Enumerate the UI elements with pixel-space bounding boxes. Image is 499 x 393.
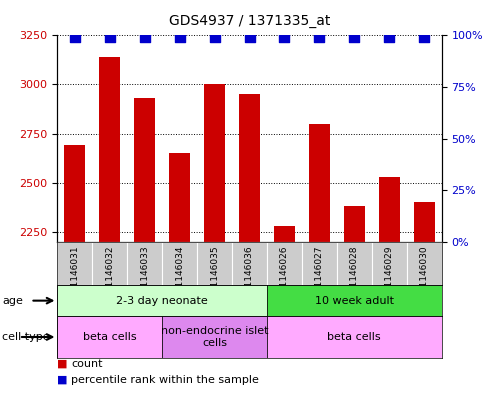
Bar — [309, 124, 330, 393]
Text: 10 week adult: 10 week adult — [315, 296, 394, 306]
Text: beta cells: beta cells — [83, 332, 137, 342]
Text: GSM1146036: GSM1146036 — [245, 245, 254, 306]
Text: GSM1146035: GSM1146035 — [210, 245, 219, 306]
Text: GSM1146032: GSM1146032 — [105, 245, 114, 306]
Bar — [414, 202, 435, 393]
Bar — [267, 285, 442, 316]
Bar — [162, 316, 267, 358]
Point — [106, 34, 114, 40]
Text: count: count — [71, 358, 103, 369]
Bar — [302, 242, 337, 285]
Bar — [57, 316, 162, 358]
Bar — [99, 57, 120, 393]
Point — [141, 34, 149, 40]
Text: GSM1146029: GSM1146029 — [385, 245, 394, 306]
Bar — [239, 94, 260, 393]
Bar — [267, 242, 302, 285]
Text: GSM1146026: GSM1146026 — [280, 245, 289, 306]
Bar — [127, 242, 162, 285]
Bar — [162, 242, 197, 285]
Text: GSM1146027: GSM1146027 — [315, 245, 324, 306]
Text: GDS4937 / 1371335_at: GDS4937 / 1371335_at — [169, 14, 330, 28]
Text: GSM1146028: GSM1146028 — [350, 245, 359, 306]
Text: ■: ■ — [57, 358, 68, 369]
Bar — [57, 285, 267, 316]
Bar — [232, 242, 267, 285]
Bar — [204, 84, 225, 393]
Bar — [92, 242, 127, 285]
Bar — [337, 242, 372, 285]
Text: GSM1146031: GSM1146031 — [70, 245, 79, 306]
Point — [211, 34, 219, 40]
Point — [420, 34, 428, 40]
Bar — [57, 242, 92, 285]
Text: 2-3 day neonate: 2-3 day neonate — [116, 296, 208, 306]
Text: GSM1146033: GSM1146033 — [140, 245, 149, 306]
Text: percentile rank within the sample: percentile rank within the sample — [71, 375, 259, 385]
Text: non-endocrine islet
cells: non-endocrine islet cells — [161, 326, 268, 348]
Point — [385, 34, 393, 40]
Bar — [274, 226, 295, 393]
Bar — [344, 206, 365, 393]
Bar — [372, 242, 407, 285]
Bar — [169, 153, 190, 393]
Point — [315, 34, 323, 40]
Point — [280, 34, 288, 40]
Point — [71, 34, 79, 40]
Bar — [64, 145, 85, 393]
Text: GSM1146030: GSM1146030 — [420, 245, 429, 306]
Point — [350, 34, 358, 40]
Bar — [407, 242, 442, 285]
Bar — [267, 316, 442, 358]
Bar — [134, 98, 155, 393]
Point — [176, 34, 184, 40]
Text: cell type: cell type — [2, 332, 50, 342]
Bar — [379, 177, 400, 393]
Text: age: age — [2, 296, 23, 306]
Point — [246, 34, 253, 40]
Text: beta cells: beta cells — [327, 332, 381, 342]
Text: ■: ■ — [57, 375, 68, 385]
Bar — [197, 242, 232, 285]
Text: GSM1146034: GSM1146034 — [175, 245, 184, 306]
